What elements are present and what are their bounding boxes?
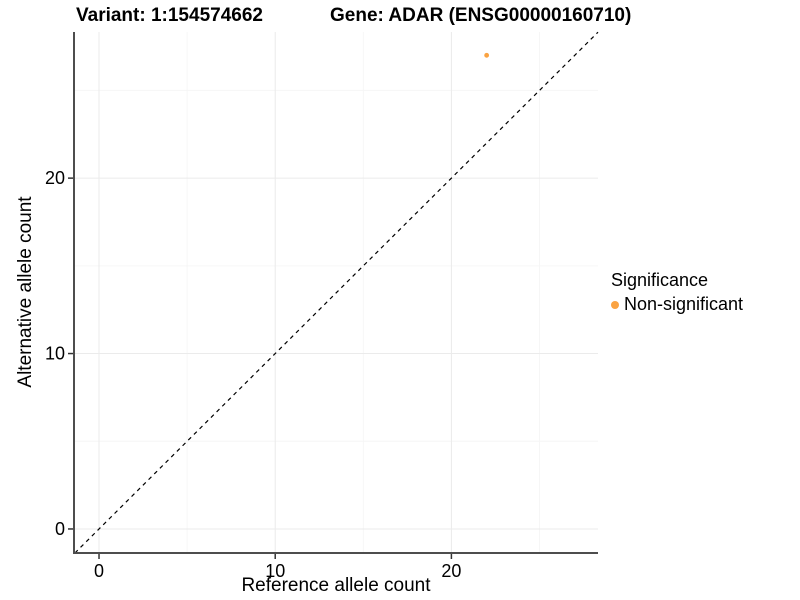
legend-item: Non-significant: [611, 294, 743, 315]
legend-point-icon: [611, 300, 619, 309]
legend: Significance Non-significant: [611, 270, 743, 315]
x-tick-label: 10: [265, 561, 285, 581]
data-point: [484, 52, 490, 58]
y-tick-label: 0: [55, 519, 65, 539]
plot-title-gene: Gene: ADAR (ENSG00000160710): [330, 5, 632, 26]
x-axis-label: Reference allele count: [241, 575, 431, 596]
x-tick-label: 20: [441, 561, 461, 581]
x-tick-label: 0: [94, 561, 104, 581]
legend-title: Significance: [611, 270, 709, 290]
plot-title-variant: Variant: 1:154574662: [76, 5, 263, 26]
y-tick-label: 10: [45, 344, 65, 364]
y-axis-label: Alternative allele count: [15, 196, 36, 388]
y-tick-label: 20: [45, 168, 65, 188]
legend-item-label: Non-significant: [624, 294, 744, 314]
identity-reference-line: [74, 31, 599, 554]
